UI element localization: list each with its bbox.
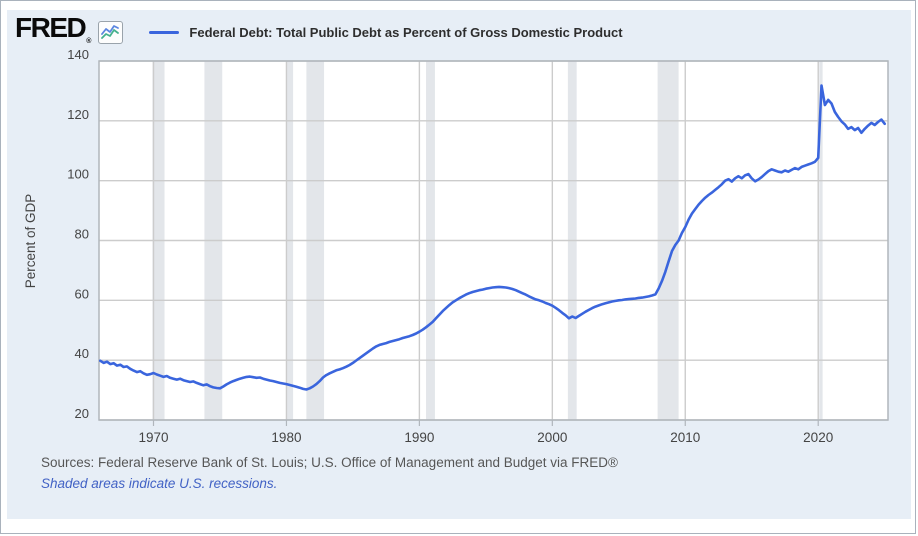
y-axis-tick-label: 100 [67, 167, 89, 182]
y-axis-tick-label: 140 [67, 47, 89, 62]
sources-text: Sources: Federal Reserve Bank of St. Lou… [41, 455, 618, 470]
legend-label: Federal Debt: Total Public Debt as Perce… [189, 24, 623, 40]
legend-line-swatch [149, 30, 180, 34]
fred-logo-text: FRED [15, 12, 87, 43]
legend: Federal Debt: Total Public Debt as Perce… [149, 24, 623, 40]
debt-gdp-line-series[interactable] [99, 84, 886, 391]
sparkline-chart-icon [98, 20, 124, 44]
x-axis-tick-label: 2000 [537, 430, 567, 445]
fred-logo[interactable]: FRED® [15, 12, 92, 51]
line-chart-plot[interactable]: 20 40 60 80 100 120 140 1970 1980 1990 2000 2010 202… [1, 1, 916, 449]
y-axis-tick-label: 120 [67, 107, 89, 122]
y-axis-tick-label: 20 [75, 406, 89, 421]
x-axis-tick-label: 2010 [670, 430, 700, 445]
y-axis-tick-label: 60 [75, 286, 89, 301]
y-axis-tick-label: 80 [75, 227, 89, 242]
x-axis-tick-label: 1980 [271, 430, 301, 445]
x-axis-tick-label: 2020 [803, 430, 833, 445]
registered-mark: ® [86, 38, 92, 45]
x-axis-tick-label: 1970 [138, 430, 168, 445]
recession-note: Shaded areas indicate U.S. recessions. [41, 476, 278, 491]
y-axis-tick-label: 40 [75, 346, 89, 361]
x-axis-tick-label: 1990 [404, 430, 434, 445]
plot-border [98, 60, 889, 421]
chart-header: FRED® Federal Debt: Total Public Debt as… [15, 12, 623, 51]
y-axis-title: Percent of GDP [23, 194, 38, 289]
chart-footer: Sources: Federal Reserve Bank of St. Lou… [41, 452, 618, 494]
